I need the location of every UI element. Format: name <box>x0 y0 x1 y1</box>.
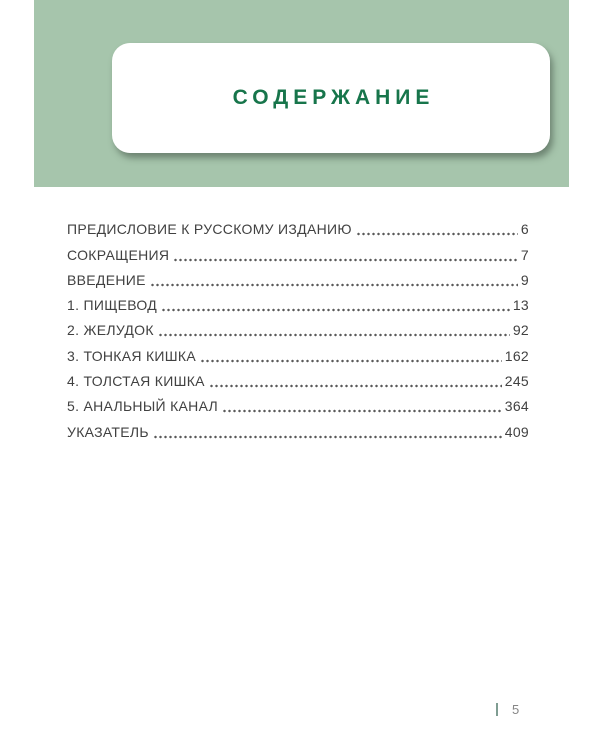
dot-leader <box>149 282 518 287</box>
toc-row: 3. ТОНКАЯ КИШКА 162 <box>67 338 529 363</box>
toc-entry-label: 1. ПИЩЕВОД <box>67 297 158 314</box>
toc-entry-label: ВВЕДЕНИЕ <box>67 271 146 288</box>
toc-entry-page: 409 <box>504 423 529 440</box>
toc-row: СОКРАЩЕНИЯ 7 <box>67 237 529 262</box>
toc-entry-label: СОКРАЩЕНИЯ <box>67 246 170 263</box>
dot-leader <box>161 308 510 313</box>
dot-leader <box>355 232 518 237</box>
dot-leader <box>152 434 502 439</box>
toc-row: УКАЗАТЕЛЬ 409 <box>67 414 529 439</box>
footer-divider-bar <box>496 703 498 716</box>
toc-row: ПРЕДИСЛОВИЕ К РУССКОМУ ИЗДАНИЮ 6 <box>67 212 529 237</box>
contents-title-card: СОДЕРЖАНИЕ <box>112 43 550 153</box>
page-footer: 5 <box>496 703 519 716</box>
folio-page-number: 5 <box>512 702 520 717</box>
toc-entry-page: 6 <box>520 221 529 238</box>
toc-entry-page: 92 <box>512 322 529 339</box>
toc-entry-label: ПРЕДИСЛОВИЕ К РУССКОМУ ИЗДАНИЮ <box>67 221 352 238</box>
toc-entry-label: 4. ТОЛСТАЯ КИШКА <box>67 373 205 390</box>
toc-entry-label: 2. ЖЕЛУДОК <box>67 322 154 339</box>
toc-entry-page: 364 <box>504 398 529 415</box>
toc-row: 1. ПИЩЕВОД 13 <box>67 288 529 313</box>
table-of-contents: ПРЕДИСЛОВИЕ К РУССКОМУ ИЗДАНИЮ 6 СОКРАЩЕ… <box>67 212 529 440</box>
toc-entry-page: 245 <box>504 373 529 390</box>
toc-row: 5. АНАЛЬНЫЙ КАНАЛ 364 <box>67 389 529 414</box>
toc-entry-page: 162 <box>504 347 529 364</box>
toc-entry-page: 13 <box>512 297 529 314</box>
dot-leader <box>157 333 510 338</box>
toc-entry-page: 7 <box>520 246 529 263</box>
toc-row: 2. ЖЕЛУДОК 92 <box>67 313 529 338</box>
toc-row: 4. ТОЛСТАЯ КИШКА 245 <box>67 364 529 389</box>
page-title: СОДЕРЖАНИЕ <box>232 86 435 109</box>
dot-leader <box>173 257 518 262</box>
dot-leader <box>222 409 502 414</box>
dot-leader <box>200 358 502 363</box>
toc-entry-label: УКАЗАТЕЛЬ <box>67 423 149 440</box>
toc-entry-label: 5. АНАЛЬНЫЙ КАНАЛ <box>67 398 219 415</box>
toc-entry-page: 9 <box>520 271 529 288</box>
toc-row: ВВЕДЕНИЕ 9 <box>67 263 529 288</box>
toc-entry-label: 3. ТОНКАЯ КИШКА <box>67 347 197 364</box>
header-green-band: СОДЕРЖАНИЕ <box>34 0 569 187</box>
dot-leader <box>208 384 502 389</box>
